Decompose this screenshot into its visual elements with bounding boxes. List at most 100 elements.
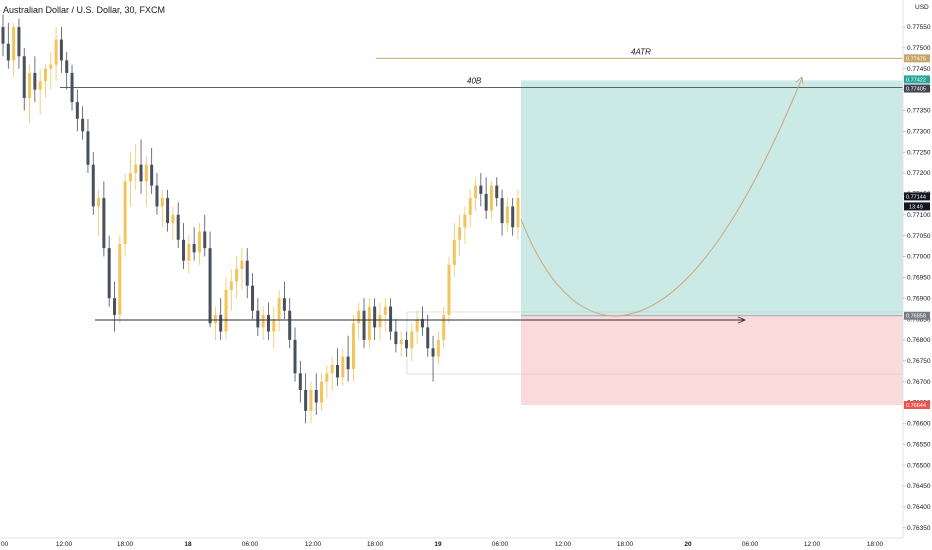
candle-body (75, 102, 79, 119)
candle-body (484, 193, 488, 211)
price-labels: 0.77475 0.77422 0.77405 0.77144 13:49 0.76858… (904, 54, 930, 410)
price-tick-label: 0.77000 (907, 254, 931, 261)
time-tick-label: 00 (1, 541, 9, 548)
candle-body (229, 281, 233, 290)
price-label-atr-level: 0.77475 (906, 56, 926, 62)
candle-body (203, 231, 207, 249)
candle-body (197, 231, 201, 253)
time-ticks: 00 12:00 18:00 18 06:00 12:00 18:00 19 06:00 12:0… (1, 541, 884, 548)
candle-body (373, 306, 377, 328)
candle-body (123, 181, 127, 244)
candle-body (266, 314, 270, 332)
price-tick-label: 0.77050 (907, 233, 931, 240)
candle-body (213, 314, 217, 324)
countdown-box (904, 202, 930, 211)
candle-body (150, 164, 154, 186)
time-axis[interactable]: 00 12:00 18:00 18 06:00 12:00 18:00 19 06:00 12:0… (0, 537, 903, 548)
candle-body (17, 27, 21, 57)
candle-body (367, 306, 371, 340)
price-label-box (904, 75, 930, 84)
target-zone[interactable] (521, 80, 903, 316)
currency-label: USD (915, 4, 929, 11)
candle-body (362, 310, 366, 340)
candle-body (468, 198, 472, 215)
candle-body (399, 339, 403, 345)
candle-body (112, 298, 116, 315)
candle-body (304, 389, 308, 411)
candle-body (288, 310, 292, 340)
candle-body (410, 331, 414, 349)
candle-body (107, 248, 111, 299)
price-label-level-40b: 0.77405 (906, 87, 926, 93)
candle-body (516, 198, 520, 228)
price-tick-label: 0.76550 (907, 441, 931, 448)
candle-body (28, 72, 32, 98)
price-tick-label: 0.77300 (907, 129, 931, 136)
time-tick-label: 06:00 (492, 541, 509, 548)
candle-body (351, 323, 355, 370)
candle-body (447, 264, 451, 315)
price-tick-label: 0.76350 (907, 525, 931, 532)
chart-title: Australian Dollar / U.S. Dollar, 30, FXC… (3, 5, 166, 15)
price-tick-label: 0.77450 (907, 66, 931, 73)
candle-body (235, 269, 239, 282)
candle-body (70, 72, 74, 103)
candle-body (144, 164, 148, 182)
projection-curve[interactable] (520, 77, 803, 317)
time-tick-label: 20 (684, 541, 692, 548)
candle-body (309, 389, 313, 411)
price-tick-label: 0.76850 (907, 316, 931, 323)
candle-body (22, 56, 26, 98)
stop-zone[interactable] (521, 315, 903, 406)
candle-body (187, 243, 191, 261)
candle-body (139, 164, 143, 182)
candle-body (102, 198, 106, 249)
candle-body (330, 364, 334, 374)
price-label-box (904, 192, 930, 201)
candle-body (261, 314, 265, 328)
time-tick-label: 12:00 (804, 541, 821, 548)
price-label-entry: 0.76858 (906, 314, 926, 320)
candle-body (6, 43, 10, 61)
candle-body (251, 285, 255, 311)
level-40b-annotation: 40B (467, 77, 482, 86)
price-tick-label: 0.76700 (907, 379, 931, 386)
candle-body (176, 214, 180, 240)
price-tick-label: 0.77250 (907, 149, 931, 156)
candle-body (314, 389, 318, 403)
price-label-box (904, 54, 930, 63)
price-label-box (904, 311, 930, 320)
price-tick-label: 0.76500 (907, 462, 931, 469)
candle-body (341, 356, 345, 378)
price-label-stop: 0.76644 (906, 403, 926, 409)
candle-body (431, 348, 435, 357)
candle-body (171, 214, 175, 224)
candle-body (474, 185, 478, 199)
price-tick-label: 0.76950 (907, 275, 931, 282)
price-tick-label: 0.76450 (907, 483, 931, 490)
candle-body (495, 185, 499, 199)
candle-body (426, 327, 430, 349)
price-tick-label: 0.77100 (907, 212, 931, 219)
candle-body (65, 60, 69, 73)
candle-body (12, 27, 16, 61)
candle-body (54, 39, 58, 65)
candle-body (335, 364, 339, 378)
time-tick-label: 18:00 (617, 541, 634, 548)
time-tick-label: 12:00 (305, 541, 322, 548)
time-tick-label: 06:00 (242, 541, 259, 548)
candle-body (458, 227, 462, 240)
countdown-label: 13:49 (909, 204, 923, 210)
candle-body (155, 185, 159, 207)
time-tick-label: 18:00 (367, 541, 384, 548)
candle-body (59, 39, 63, 61)
candle-body (282, 298, 286, 311)
candle-body (256, 310, 260, 328)
price-tick-label: 0.77200 (907, 170, 931, 177)
arrow-head-icon (737, 316, 747, 324)
price-label-target: 0.77422 (906, 77, 926, 83)
price-tick-label: 0.76800 (907, 337, 931, 344)
candle-body (166, 198, 170, 224)
price-scale[interactable]: USD 0.775500.775000.774500.774000.773500… (902, 0, 931, 538)
